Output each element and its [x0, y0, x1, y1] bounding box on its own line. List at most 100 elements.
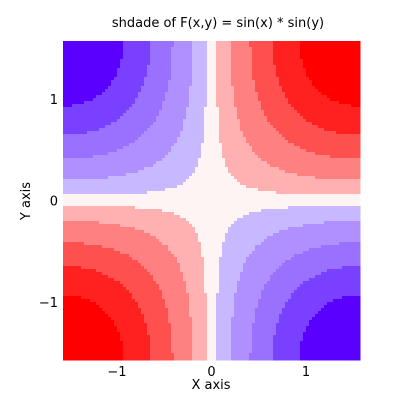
- heatmap-cell: [132, 185, 136, 189]
- heatmap-cell: [324, 80, 328, 84]
- heatmap-cell: [147, 110, 151, 114]
- heatmap-cell: [129, 170, 133, 174]
- heatmap-cell: [120, 149, 124, 153]
- heatmap-cell: [72, 71, 76, 75]
- heatmap-cell: [129, 74, 133, 78]
- heatmap-cell: [303, 143, 307, 147]
- heatmap-cell: [276, 80, 280, 84]
- heatmap-cell: [207, 134, 211, 138]
- heatmap-cell: [294, 98, 298, 102]
- heatmap-cell: [264, 101, 268, 105]
- heatmap-cell: [162, 134, 166, 138]
- heatmap-cell: [204, 80, 208, 84]
- heatmap-cell: [270, 53, 274, 57]
- heatmap-cell: [324, 68, 328, 72]
- heatmap-cell: [351, 173, 355, 177]
- heatmap-cell: [180, 104, 184, 108]
- heatmap-cell: [249, 44, 253, 48]
- heatmap-cell: [288, 98, 292, 102]
- heatmap-cell: [264, 95, 268, 99]
- heatmap-cell: [141, 50, 145, 54]
- heatmap-cell: [297, 44, 301, 48]
- heatmap-cell: [270, 140, 274, 144]
- heatmap-cell: [165, 149, 169, 153]
- heatmap-cell: [222, 104, 226, 108]
- heatmap-cell: [342, 101, 346, 105]
- heatmap-cell: [168, 62, 172, 66]
- heatmap-cell: [333, 143, 337, 147]
- heatmap-cell: [234, 77, 238, 81]
- heatmap-cell: [345, 56, 349, 60]
- heatmap-cell: [165, 47, 169, 51]
- heatmap-cell: [90, 125, 94, 129]
- heatmap-cell: [183, 158, 187, 162]
- heatmap-cell: [255, 83, 259, 87]
- heatmap-cell: [156, 140, 160, 144]
- heatmap-cell: [222, 116, 226, 120]
- heatmap-cell: [87, 98, 91, 102]
- heatmap-cell: [300, 182, 304, 186]
- heatmap-cell: [117, 50, 121, 54]
- heatmap-cell: [321, 80, 325, 84]
- heatmap-cell: [294, 101, 298, 105]
- heatmap-cell: [189, 86, 193, 90]
- heatmap-cell: [162, 65, 166, 69]
- heatmap-cell: [324, 104, 328, 108]
- heatmap-cell: [219, 128, 223, 132]
- heatmap-cell: [75, 119, 79, 123]
- heatmap-cell: [282, 125, 286, 129]
- heatmap-cell: [339, 107, 343, 111]
- heatmap-cell: [153, 98, 157, 102]
- heatmap-cell: [90, 56, 94, 60]
- heatmap-cell: [210, 80, 214, 84]
- heatmap-cell: [330, 146, 334, 150]
- heatmap-cell: [135, 161, 139, 165]
- heatmap-cell: [216, 62, 220, 66]
- heatmap-cell: [180, 89, 184, 93]
- heatmap-cell: [81, 101, 85, 105]
- heatmap-cell: [225, 161, 229, 165]
- heatmap-cell: [306, 131, 310, 135]
- heatmap-cell: [147, 122, 151, 126]
- heatmap-cell: [261, 107, 265, 111]
- heatmap-cell: [222, 59, 226, 63]
- heatmap-cell: [162, 50, 166, 54]
- heatmap-cell: [222, 110, 226, 114]
- heatmap-cell: [309, 77, 313, 81]
- heatmap-cell: [69, 182, 73, 186]
- heatmap-cell: [198, 146, 202, 150]
- heatmap-cell: [285, 107, 289, 111]
- heatmap-cell: [126, 182, 130, 186]
- heatmap-cell: [306, 185, 310, 189]
- heatmap-cell: [339, 62, 343, 66]
- heatmap-cell: [207, 167, 211, 171]
- heatmap-cell: [114, 101, 118, 105]
- heatmap-cell: [63, 101, 67, 105]
- heatmap-cell: [276, 155, 280, 159]
- heatmap-cell: [153, 185, 157, 189]
- heatmap-cell: [150, 104, 154, 108]
- heatmap-cell: [120, 185, 124, 189]
- heatmap-cell: [84, 122, 88, 126]
- heatmap-cell: [225, 56, 229, 60]
- heatmap-cell: [138, 53, 142, 57]
- heatmap-cell: [78, 182, 82, 186]
- heatmap-cell: [111, 113, 115, 117]
- heatmap-cell: [102, 107, 106, 111]
- heatmap-cell: [231, 71, 235, 75]
- heatmap-cell: [225, 176, 229, 180]
- heatmap-cell: [165, 173, 169, 177]
- heatmap-cell: [261, 125, 265, 129]
- heatmap-cell: [69, 134, 73, 138]
- heatmap-cell: [126, 179, 130, 183]
- heatmap-cell: [153, 110, 157, 114]
- heatmap-cell: [339, 98, 343, 102]
- heatmap-cell: [246, 65, 250, 69]
- heatmap-cell: [138, 110, 142, 114]
- heatmap-cell: [78, 92, 82, 96]
- heatmap-cell: [102, 53, 106, 57]
- heatmap-cell: [210, 110, 214, 114]
- heatmap-cell: [75, 143, 79, 147]
- heatmap-cell: [174, 53, 178, 57]
- heatmap-cell: [150, 98, 154, 102]
